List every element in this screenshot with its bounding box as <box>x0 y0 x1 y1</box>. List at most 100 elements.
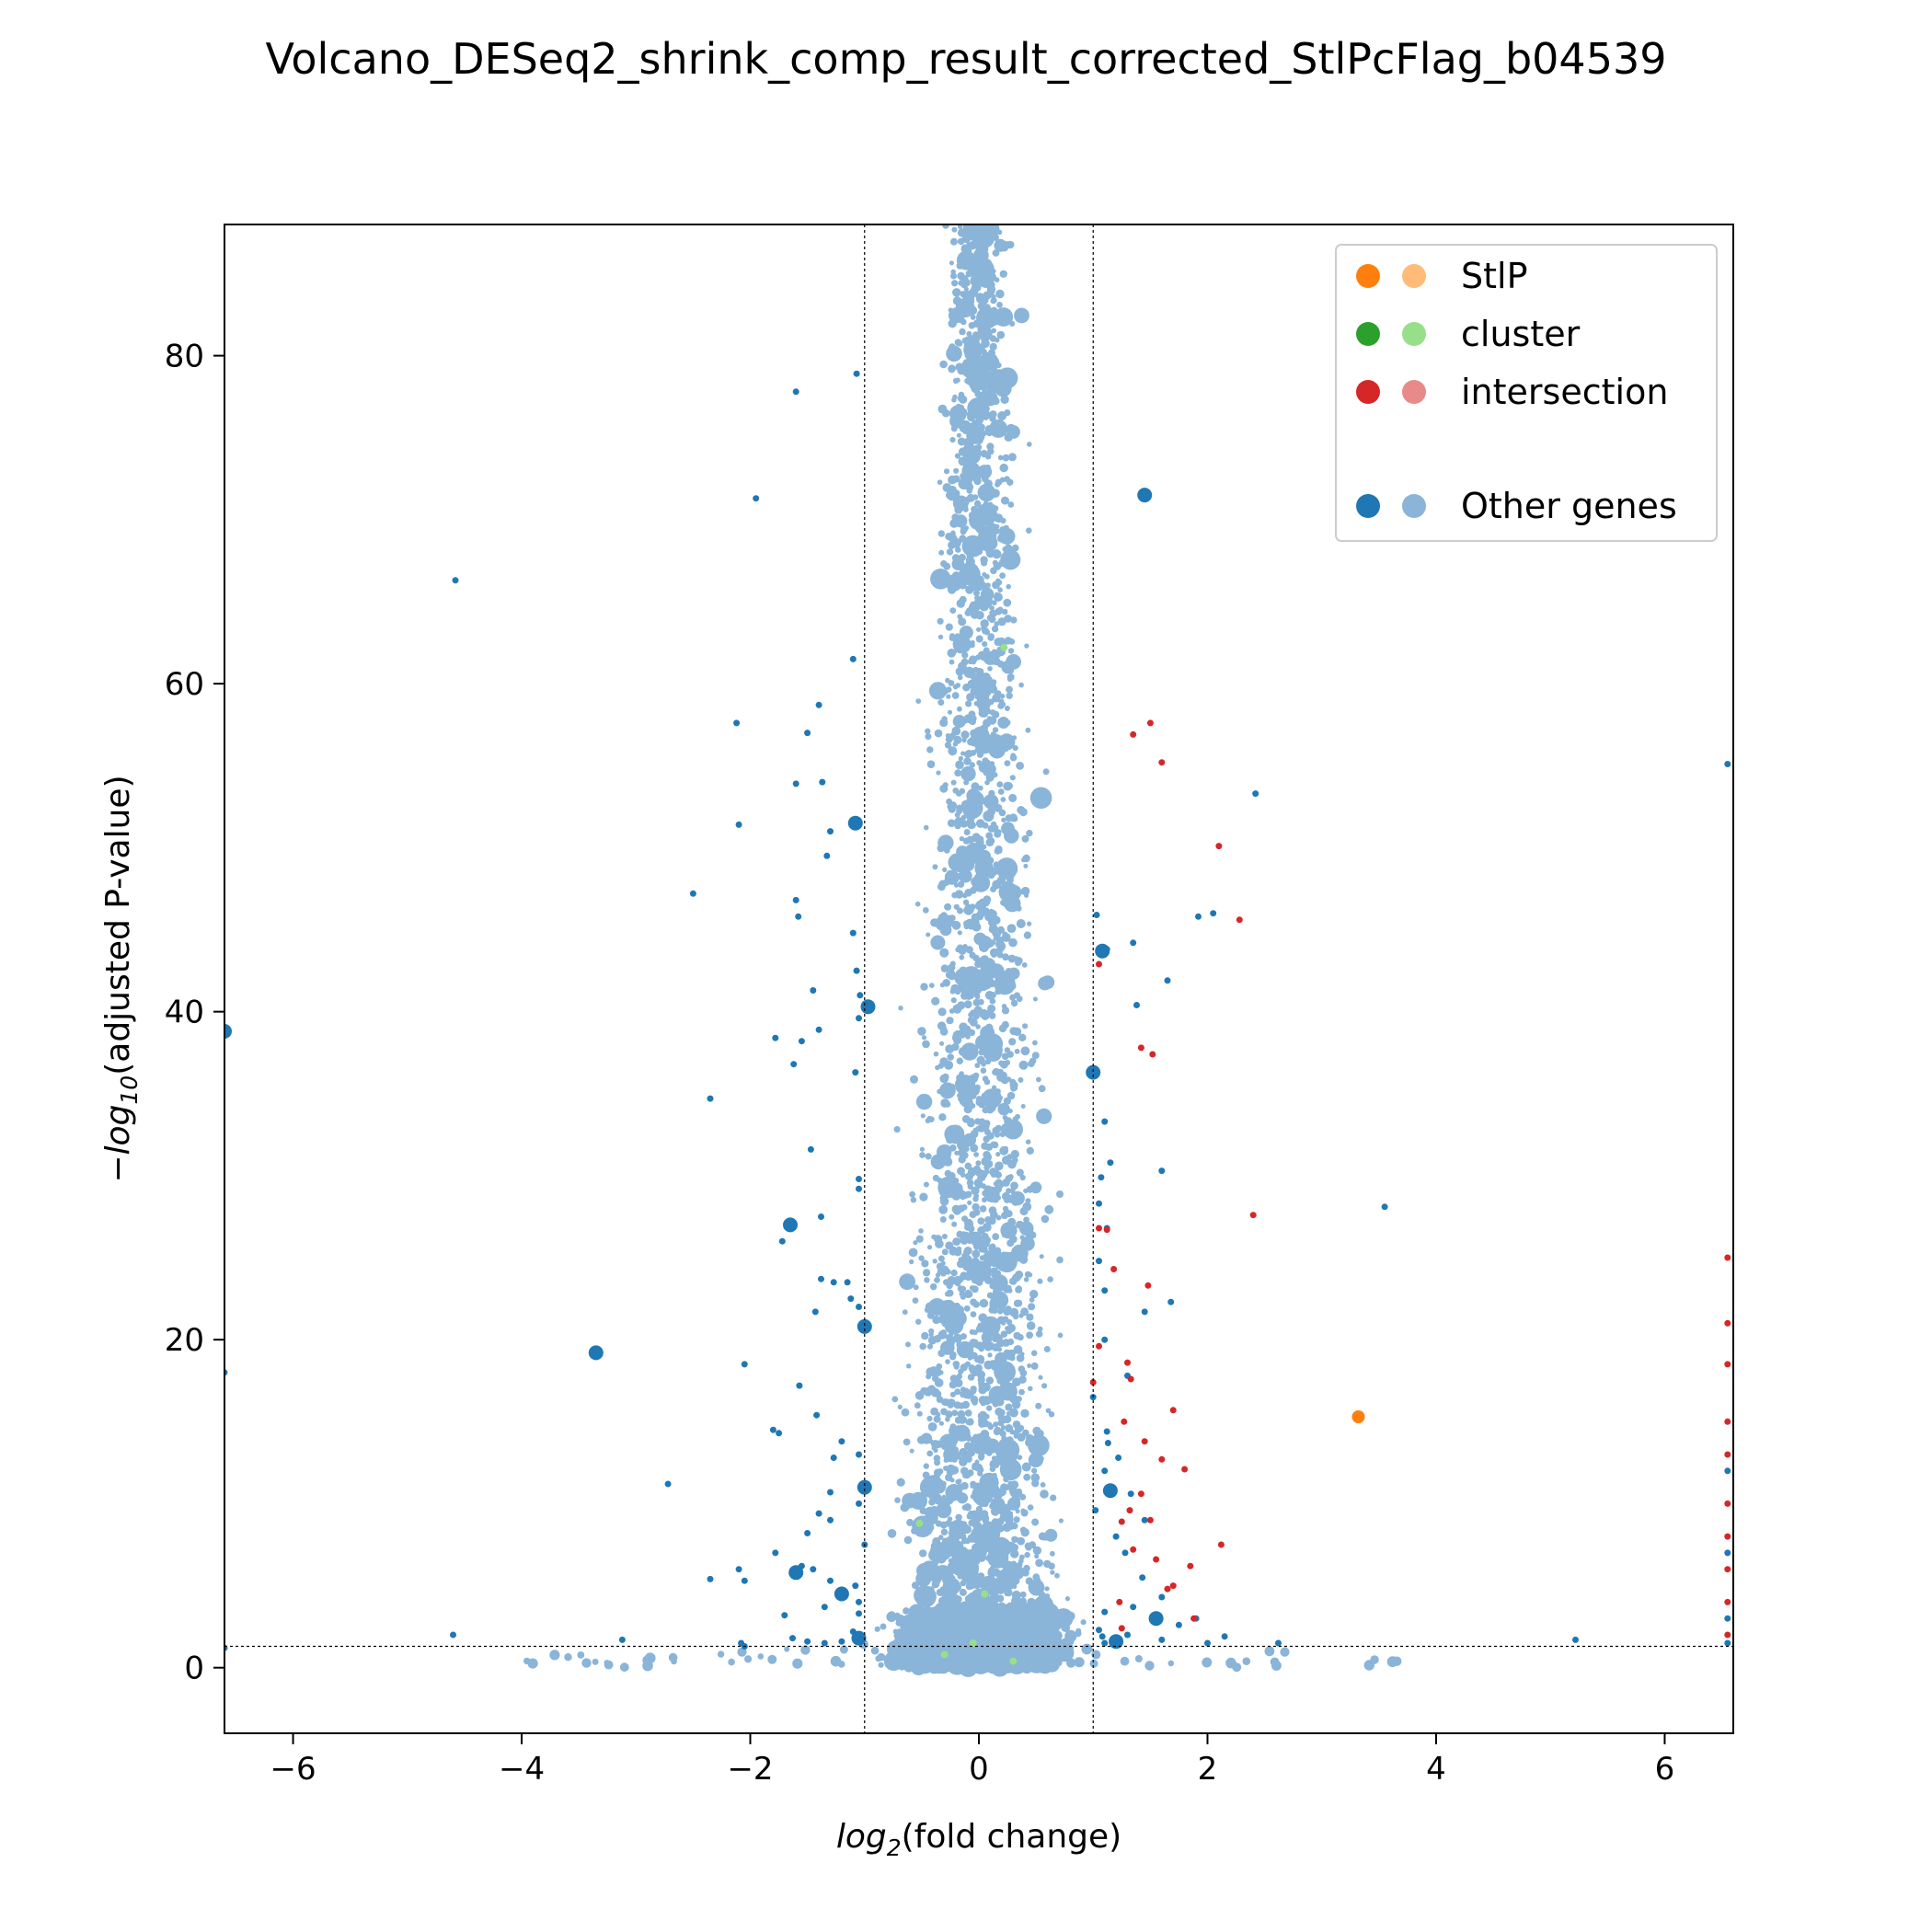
gene-point-nonsig <box>1003 1208 1009 1214</box>
gene-point-other-genes <box>788 1565 804 1581</box>
gene-point-nonsig <box>996 517 1002 523</box>
gene-point-nonsig <box>980 1435 988 1443</box>
gene-point-nonsig <box>975 1341 984 1351</box>
gene-point-other-genes <box>819 778 826 786</box>
gene-point-nonsig <box>963 246 972 255</box>
gene-point-nonsig <box>982 684 990 693</box>
gene-point-other-genes <box>1724 1467 1731 1475</box>
gene-point-nonsig <box>995 845 1003 854</box>
gene-point-nonsig <box>949 1426 957 1435</box>
gene-point-nonsig <box>973 354 979 360</box>
gene-point-nonsig <box>924 1306 931 1314</box>
gene-point-other-genes <box>1112 1533 1120 1540</box>
gene-point-nonsig <box>977 785 983 791</box>
gene-point-nonsig <box>982 641 988 648</box>
x-tick-label: 4 <box>1426 1751 1446 1788</box>
gene-point-nonsig <box>939 948 949 958</box>
gene-point-nonsig <box>1006 1318 1013 1326</box>
gene-point-nonsig <box>945 1269 951 1275</box>
gene-point-nonsig <box>986 1292 994 1299</box>
gene-point-nonsig <box>1044 1528 1058 1542</box>
gene-point-other-genes <box>1096 1200 1102 1207</box>
gene-point-nonsig <box>993 916 1000 924</box>
gene-point-intersection <box>1724 1418 1731 1425</box>
gene-point-nonsig <box>973 1660 981 1667</box>
gene-point-nonsig <box>988 349 995 357</box>
gene-point-nonsig <box>983 1120 991 1127</box>
gene-point-nonsig <box>964 1146 970 1152</box>
gene-point-nonsig <box>974 595 980 601</box>
gene-point-nonsig <box>953 1275 962 1284</box>
gene-point-nonsig <box>941 1234 948 1239</box>
gene-point-nonsig <box>994 973 1016 995</box>
gene-point-nonsig <box>985 529 992 536</box>
gene-point-nonsig <box>1016 762 1024 770</box>
gene-point-nonsig <box>1032 1040 1038 1046</box>
gene-point-nonsig <box>955 1513 962 1522</box>
gene-point-nonsig <box>1016 905 1022 912</box>
gene-point-nonsig <box>935 1272 941 1278</box>
gene-point-other-genes <box>856 1185 862 1192</box>
gene-point-nonsig <box>977 1267 983 1272</box>
gene-point-nonsig <box>1019 1207 1029 1216</box>
gene-point-nonsig <box>909 1190 915 1198</box>
gene-point-other-genes <box>1115 1455 1122 1461</box>
gene-point-nonsig <box>966 1394 972 1399</box>
gene-point-nonsig <box>1005 1515 1014 1524</box>
gene-point-nonsig <box>939 983 945 988</box>
gene-point-nonsig <box>1280 1647 1290 1657</box>
gene-point-nonsig <box>1026 1313 1034 1321</box>
gene-point-nonsig <box>1001 822 1015 836</box>
gene-point-nonsig <box>1054 1572 1060 1579</box>
gene-point-nonsig <box>959 1447 968 1457</box>
gene-point-nonsig <box>1035 1402 1042 1409</box>
gene-point-other-genes <box>853 967 860 974</box>
gene-point-intersection <box>1249 1212 1257 1219</box>
gene-point-nonsig <box>948 805 956 813</box>
gene-point-nonsig <box>984 425 994 433</box>
gene-point-nonsig <box>973 991 980 998</box>
gene-point-nonsig <box>987 226 995 234</box>
gene-point-intersection <box>1096 1225 1102 1232</box>
gene-point-nonsig <box>958 447 968 456</box>
gene-point-nonsig <box>1010 1181 1018 1190</box>
gene-point-nonsig <box>1001 496 1009 505</box>
gene-point-nonsig <box>1038 1532 1047 1541</box>
gene-point-nonsig <box>986 443 995 451</box>
gene-point-nonsig <box>963 779 970 786</box>
gene-point-nonsig <box>975 514 983 523</box>
gene-point-nonsig <box>986 1132 995 1140</box>
gene-point-nonsig <box>1017 1432 1026 1442</box>
gene-point-nonsig <box>914 1585 937 1608</box>
gene-point-nonsig <box>959 1533 964 1538</box>
gene-point-nonsig <box>961 408 968 415</box>
gene-point-nonsig <box>1005 1305 1012 1313</box>
gene-point-nonsig <box>996 330 1006 339</box>
gene-point-nonsig <box>980 1316 1001 1337</box>
gene-point-nonsig <box>965 946 973 954</box>
gene-point-nonsig <box>957 437 966 446</box>
gene-point-nonsig <box>997 1102 1010 1116</box>
gene-point-nonsig <box>931 1234 937 1240</box>
gene-point-nonsig <box>989 605 995 611</box>
gene-point-nonsig <box>971 1285 979 1294</box>
gene-point-nonsig <box>1007 1338 1015 1346</box>
gene-point-other-genes <box>452 577 459 584</box>
gene-point-nonsig <box>1026 1321 1036 1330</box>
gene-point-nonsig <box>952 296 962 305</box>
gene-point-nonsig <box>998 413 1006 420</box>
gene-point-nonsig <box>972 1303 979 1308</box>
gene-point-nonsig <box>970 609 980 619</box>
gene-point-nonsig <box>998 698 1005 705</box>
gene-point-nonsig <box>970 1311 977 1317</box>
gene-point-other-genes <box>849 1628 857 1635</box>
gene-point-nonsig <box>926 1245 933 1250</box>
gene-point-nonsig <box>977 1175 983 1181</box>
gene-point-nonsig <box>947 1053 954 1061</box>
gene-point-intersection <box>1146 1516 1154 1524</box>
gene-point-nonsig <box>960 1481 969 1490</box>
gene-point-nonsig <box>1018 1388 1025 1396</box>
gene-point-nonsig <box>1065 1611 1075 1621</box>
x-tick-label: −6 <box>270 1751 316 1788</box>
